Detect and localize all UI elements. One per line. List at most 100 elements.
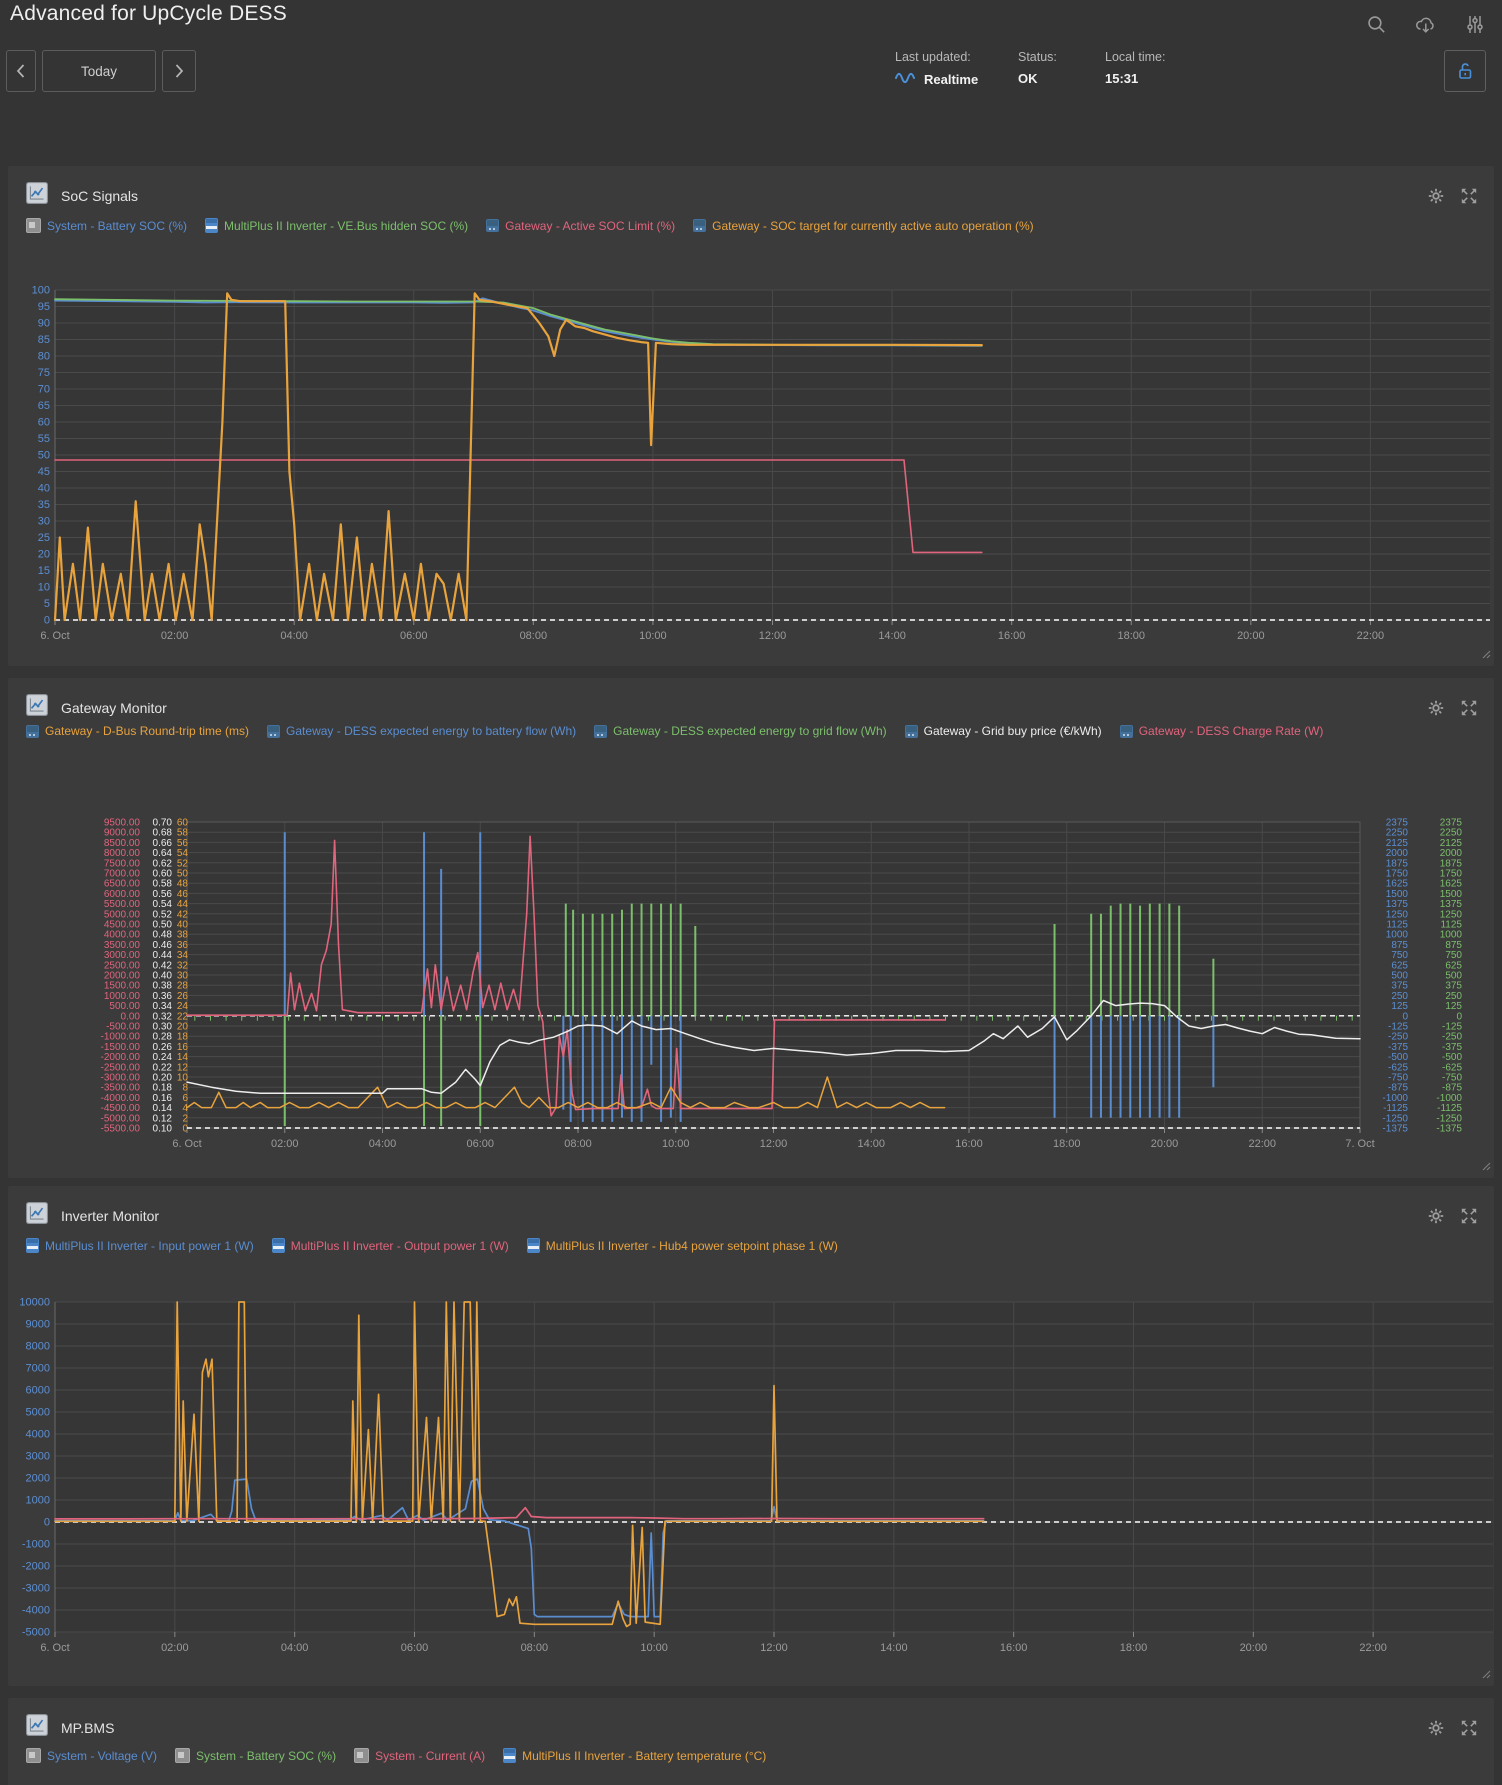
- legend-item[interactable]: System - Battery SOC (%): [26, 218, 187, 233]
- legend-label: MultiPlus II Inverter - VE.Bus hidden SO…: [224, 218, 469, 233]
- svg-text:1125: 1125: [1440, 920, 1462, 931]
- svg-text:-3000.00: -3000.00: [101, 1073, 141, 1084]
- svg-text:0.44: 0.44: [153, 950, 173, 961]
- soc-signals-chart[interactable]: 1009590858075706560555045403530252015105…: [10, 250, 1498, 642]
- next-period-button[interactable]: [162, 50, 196, 92]
- svg-text:08:00: 08:00: [520, 630, 548, 642]
- panel-title: Gateway Monitor: [61, 699, 167, 716]
- svg-text:0.24: 0.24: [153, 1052, 173, 1063]
- legend-item[interactable]: MultiPlus II Inverter - Output power 1 (…: [271, 1238, 509, 1253]
- legend-item[interactable]: Gateway - DESS expected energy to batter…: [267, 724, 576, 738]
- svg-text:100: 100: [32, 285, 50, 297]
- gear-icon[interactable]: [1427, 1719, 1445, 1737]
- legend-item[interactable]: MultiPlus II Inverter - Input power 1 (W…: [26, 1238, 254, 1253]
- legend-item[interactable]: Gateway - DESS Charge Rate (W): [1119, 724, 1323, 738]
- svg-text:-875: -875: [1442, 1083, 1462, 1094]
- gateway-device-icon: [486, 219, 500, 232]
- svg-text:02:00: 02:00: [161, 1642, 189, 1654]
- legend-label: System - Battery SOC (%): [47, 218, 188, 233]
- svg-text:22:00: 22:00: [1248, 1138, 1276, 1150]
- status-label: Status:: [1018, 50, 1057, 64]
- svg-text:0: 0: [1402, 1011, 1408, 1022]
- svg-text:2375: 2375: [1386, 818, 1409, 829]
- legend-item[interactable]: MultiPlus II Inverter - Hub4 power setpo…: [526, 1238, 838, 1253]
- legend-item[interactable]: MultiPlus II Inverter - VE.Bus hidden SO…: [205, 218, 468, 233]
- svg-text:34: 34: [177, 950, 189, 961]
- legend-item[interactable]: System - Voltage (V): [26, 1748, 157, 1763]
- svg-text:125: 125: [1391, 1001, 1408, 1012]
- line-chart-icon: [26, 182, 48, 209]
- resize-handle-icon[interactable]: [1481, 1666, 1491, 1684]
- svg-text:04:00: 04:00: [281, 1642, 309, 1654]
- svg-text:0.56: 0.56: [153, 889, 173, 900]
- cloud-sync-icon[interactable]: [1414, 14, 1438, 35]
- today-button[interactable]: Today: [42, 50, 156, 92]
- svg-text:3500.00: 3500.00: [104, 940, 141, 951]
- svg-text:8500.00: 8500.00: [104, 838, 141, 849]
- svg-text:38: 38: [177, 930, 189, 941]
- legend-label: Gateway - Grid buy price (€/kWh): [923, 724, 1102, 738]
- svg-text:20: 20: [38, 549, 50, 561]
- expand-icon[interactable]: [1460, 187, 1478, 205]
- expand-icon[interactable]: [1460, 1719, 1478, 1737]
- svg-text:5500.00: 5500.00: [104, 899, 141, 910]
- svg-text:-500: -500: [1442, 1052, 1462, 1063]
- svg-text:14:00: 14:00: [878, 630, 906, 642]
- svg-text:22: 22: [177, 1011, 189, 1022]
- svg-text:10:00: 10:00: [640, 1642, 668, 1654]
- svg-text:28: 28: [177, 981, 189, 992]
- svg-text:0.58: 0.58: [153, 879, 173, 890]
- resize-handle-icon[interactable]: [1481, 646, 1491, 664]
- svg-text:1500.00: 1500.00: [104, 981, 141, 992]
- svg-text:06:00: 06:00: [401, 1642, 429, 1654]
- svg-text:125: 125: [1445, 1001, 1462, 1012]
- prev-period-button[interactable]: [6, 50, 36, 92]
- inverter-monitor-chart[interactable]: 1000090008000700060005000400030002000100…: [10, 1290, 1498, 1665]
- svg-text:6. Oct: 6. Oct: [172, 1138, 201, 1150]
- gateway-monitor-chart[interactable]: 9500.009000.008500.008000.007500.007000.…: [10, 790, 1498, 1162]
- svg-text:0: 0: [1456, 1011, 1462, 1022]
- legend-item[interactable]: Gateway - Active SOC Limit (%): [486, 219, 675, 233]
- svg-text:0.38: 0.38: [153, 981, 173, 992]
- legend-item[interactable]: System - Current (A): [354, 1748, 485, 1763]
- status-value: 15:31: [1105, 71, 1139, 86]
- unlock-button[interactable]: [1444, 50, 1486, 92]
- svg-text:0.46: 0.46: [153, 940, 173, 951]
- svg-text:4500.00: 4500.00: [104, 920, 141, 931]
- chevron-right-icon: [175, 64, 184, 78]
- gear-icon[interactable]: [1427, 187, 1445, 205]
- svg-text:10:00: 10:00: [662, 1138, 690, 1150]
- panel-inverter-monitor: Inverter Monitor MultiPlus II Inverter -…: [8, 1186, 1494, 1686]
- svg-text:875: 875: [1391, 940, 1408, 951]
- search-icon[interactable]: [1366, 14, 1387, 35]
- legend-item[interactable]: MultiPlus II Inverter - Battery temperat…: [503, 1748, 766, 1763]
- legend-item[interactable]: Gateway - D-Bus Round-trip time (ms): [26, 724, 249, 738]
- resize-handle-icon[interactable]: [1481, 1158, 1491, 1176]
- svg-text:-1000: -1000: [1436, 1093, 1462, 1104]
- svg-text:10: 10: [38, 582, 50, 594]
- sliders-icon[interactable]: [1465, 14, 1485, 35]
- svg-text:2375: 2375: [1440, 818, 1463, 829]
- legend-item[interactable]: Gateway - Grid buy price (€/kWh): [904, 724, 1102, 738]
- inverter-device-icon: [526, 1238, 540, 1253]
- legend-item[interactable]: Gateway - SOC target for currently activ…: [693, 219, 1034, 233]
- svg-text:1750: 1750: [1386, 869, 1409, 880]
- legend-item[interactable]: System - Battery SOC (%): [175, 1748, 336, 1763]
- gear-icon[interactable]: [1427, 1207, 1445, 1225]
- svg-text:60: 60: [38, 417, 50, 429]
- gear-icon[interactable]: [1427, 699, 1445, 717]
- svg-text:1000: 1000: [26, 1495, 50, 1507]
- panel-mp-bms: MP.BMS System - Voltage (V) System - Batt…: [8, 1698, 1494, 1785]
- svg-text:-2000: -2000: [22, 1561, 50, 1573]
- svg-text:0.60: 0.60: [153, 869, 173, 880]
- svg-text:0.18: 0.18: [153, 1083, 173, 1094]
- svg-text:45: 45: [38, 466, 50, 478]
- expand-icon[interactable]: [1460, 1207, 1478, 1225]
- svg-text:0.68: 0.68: [153, 828, 173, 839]
- svg-text:85: 85: [38, 334, 50, 346]
- legend-item[interactable]: Gateway - DESS expected energy to grid f…: [594, 724, 887, 738]
- legend-label: MultiPlus II Inverter - Output power 1 (…: [290, 1238, 509, 1253]
- expand-icon[interactable]: [1460, 699, 1478, 717]
- inverter-device-icon: [503, 1748, 517, 1763]
- svg-text:-3500.00: -3500.00: [101, 1083, 141, 1094]
